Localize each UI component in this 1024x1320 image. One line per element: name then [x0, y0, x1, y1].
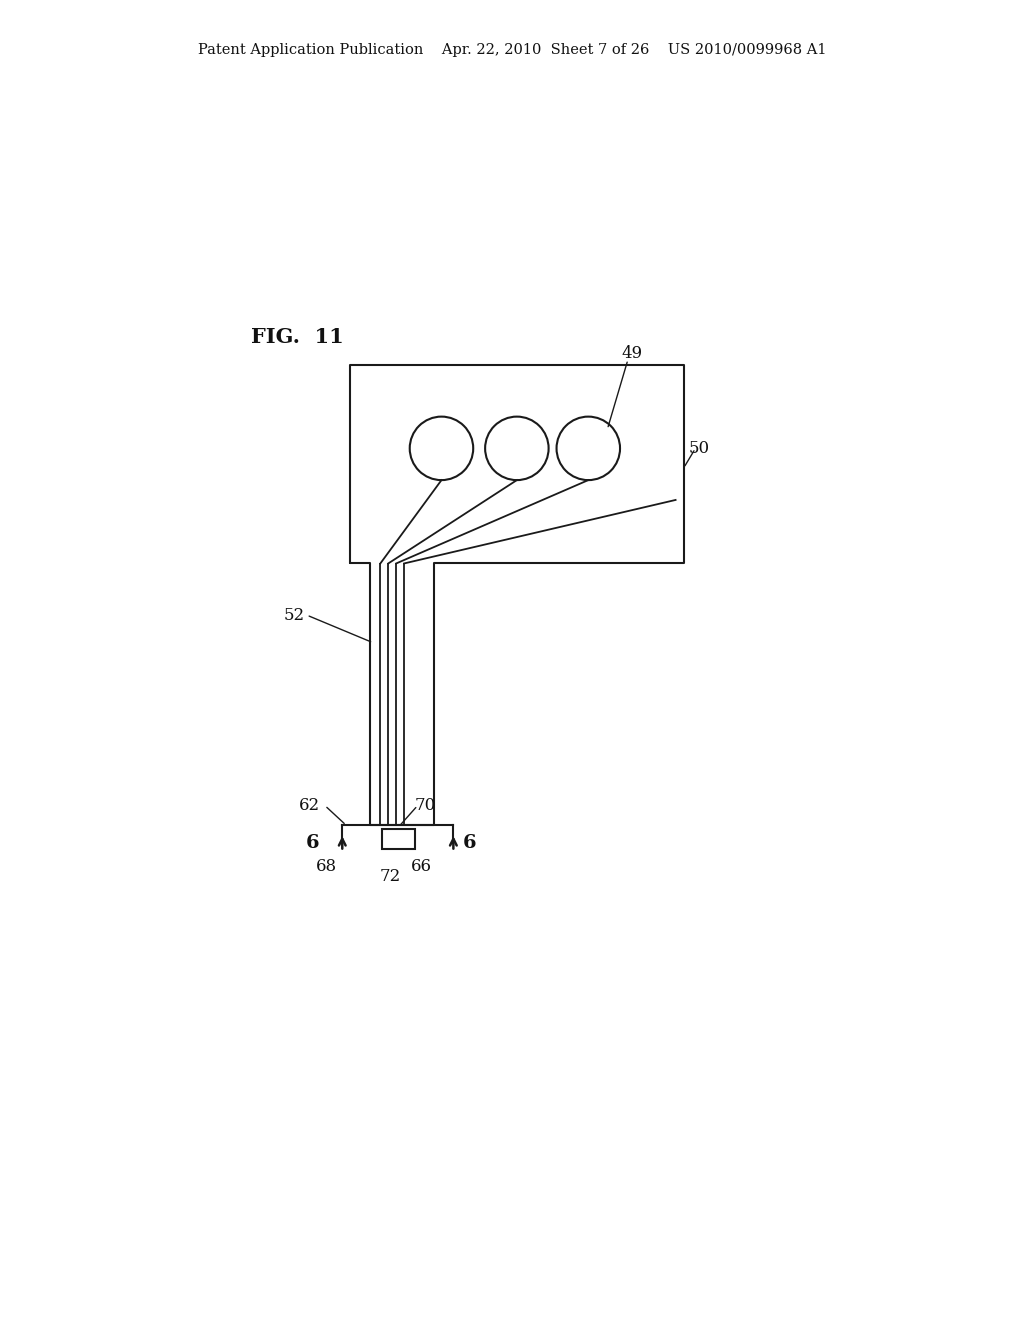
Text: Patent Application Publication    Apr. 22, 2010  Sheet 7 of 26    US 2010/009996: Patent Application Publication Apr. 22, …: [198, 44, 826, 57]
Text: 68: 68: [315, 858, 337, 875]
Text: 62: 62: [298, 797, 319, 814]
Text: 52: 52: [284, 606, 305, 623]
Text: 6: 6: [305, 834, 318, 851]
Text: 70: 70: [415, 797, 436, 814]
Text: 6: 6: [463, 834, 476, 851]
Text: 66: 66: [411, 858, 432, 875]
Text: FIG.  11: FIG. 11: [251, 327, 344, 347]
Text: 50: 50: [689, 440, 710, 457]
Bar: [382, 829, 416, 849]
Text: 72: 72: [379, 869, 400, 886]
Text: 49: 49: [622, 345, 642, 362]
